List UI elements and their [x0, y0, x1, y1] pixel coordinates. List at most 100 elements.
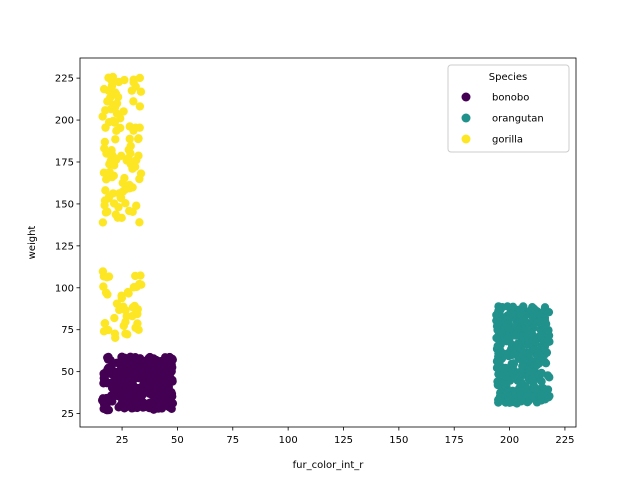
point-bonobo: [123, 358, 132, 368]
y-axis-ticks: 25 50 75 100 125 150 175 200 225: [55, 74, 80, 420]
point-orangutan: [529, 381, 538, 390]
y-tick-label: 75: [61, 325, 74, 336]
point-gorilla: [131, 123, 140, 132]
point-orangutan: [508, 309, 517, 319]
point-gorilla: [132, 323, 141, 333]
point-orangutan: [521, 384, 530, 393]
point-gorilla: [102, 273, 112, 282]
point-gorilla: [106, 104, 116, 114]
point-bonobo: [123, 370, 132, 379]
point-gorilla: [132, 307, 141, 317]
point-bonobo: [167, 389, 177, 398]
point-orangutan: [520, 316, 529, 325]
x-tick-label: 175: [445, 435, 464, 446]
point-orangutan: [519, 302, 528, 311]
point-orangutan: [494, 306, 503, 316]
data-points: [97, 72, 554, 415]
point-orangutan: [528, 312, 538, 322]
x-tick-label: 225: [555, 435, 574, 446]
point-gorilla: [117, 293, 127, 303]
point-bonobo: [103, 365, 112, 374]
x-tick-label: 200: [500, 435, 519, 446]
point-gorilla: [100, 201, 109, 210]
point-orangutan: [511, 331, 520, 340]
point-orangutan: [540, 357, 549, 366]
point-bonobo: [156, 377, 165, 386]
point-gorilla: [106, 156, 116, 165]
point-gorilla: [120, 75, 129, 85]
point-bonobo: [145, 354, 154, 363]
point-gorilla: [121, 329, 130, 338]
point-gorilla: [99, 84, 109, 94]
point-gorilla: [120, 185, 130, 194]
point-gorilla: [125, 206, 134, 216]
x-tick-label: 25: [116, 435, 129, 446]
point-gorilla: [98, 267, 108, 276]
legend-items: bonobo orangutan gorilla: [461, 92, 544, 146]
point-gorilla: [103, 97, 112, 106]
point-gorilla: [99, 282, 108, 291]
point-bonobo: [100, 404, 110, 414]
point-gorilla: [136, 169, 146, 178]
point-gorilla: [119, 321, 128, 331]
point-bonobo: [132, 402, 141, 412]
point-gorilla: [113, 213, 122, 222]
point-orangutan: [492, 333, 501, 343]
point-orangutan: [493, 377, 502, 386]
point-orangutan: [492, 357, 502, 366]
point-bonobo: [141, 360, 150, 370]
point-orangutan: [533, 349, 543, 358]
point-orangutan: [509, 350, 519, 359]
point-bonobo: [129, 358, 138, 368]
point-gorilla: [111, 88, 120, 97]
legend-marker-gorilla: [461, 134, 471, 144]
point-orangutan: [544, 326, 553, 335]
point-gorilla: [107, 81, 117, 91]
point-gorilla: [110, 329, 120, 338]
point-bonobo: [103, 355, 113, 364]
point-gorilla: [114, 202, 123, 212]
x-tick-label: 150: [389, 435, 408, 446]
point-gorilla: [100, 137, 110, 147]
legend-box: [447, 64, 570, 153]
point-gorilla: [112, 299, 122, 308]
point-orangutan: [503, 302, 512, 311]
point-orangutan: [530, 336, 539, 345]
point-orangutan: [500, 380, 510, 390]
point-gorilla: [108, 189, 118, 198]
x-tick-label: 50: [171, 435, 184, 446]
point-gorilla: [135, 218, 144, 227]
point-bonobo: [149, 360, 159, 369]
point-bonobo: [168, 375, 177, 385]
legend-marker-bonobo: [461, 92, 471, 102]
point-gorilla: [107, 172, 117, 182]
point-gorilla: [117, 151, 126, 161]
point-bonobo: [158, 402, 167, 411]
point-orangutan: [528, 303, 537, 312]
point-orangutan: [515, 310, 524, 319]
point-orangutan: [537, 368, 546, 378]
point-orangutan: [532, 360, 542, 370]
point-orangutan: [509, 371, 519, 380]
point-orangutan: [513, 324, 522, 333]
point-gorilla: [98, 218, 108, 227]
point-bonobo: [140, 399, 150, 409]
point-bonobo: [129, 374, 138, 383]
legend: Species bonobo orangutan gorilla: [447, 64, 570, 153]
point-orangutan: [522, 331, 532, 340]
legend-label-orangutan: orangutan: [492, 114, 544, 125]
point-orangutan: [505, 335, 514, 344]
point-gorilla: [125, 134, 134, 144]
point-bonobo: [119, 400, 128, 410]
point-bonobo: [135, 385, 144, 394]
point-bonobo: [161, 396, 171, 405]
point-gorilla: [110, 313, 119, 323]
x-axis-label: fur_color_int_r: [293, 460, 365, 471]
x-axis-ticks: 25 50 75 100 125 150 175 200 225: [116, 427, 574, 446]
point-bonobo: [168, 399, 178, 408]
point-gorilla: [100, 318, 110, 328]
point-gorilla: [100, 144, 109, 153]
point-gorilla: [119, 302, 128, 311]
point-gorilla: [129, 283, 139, 292]
